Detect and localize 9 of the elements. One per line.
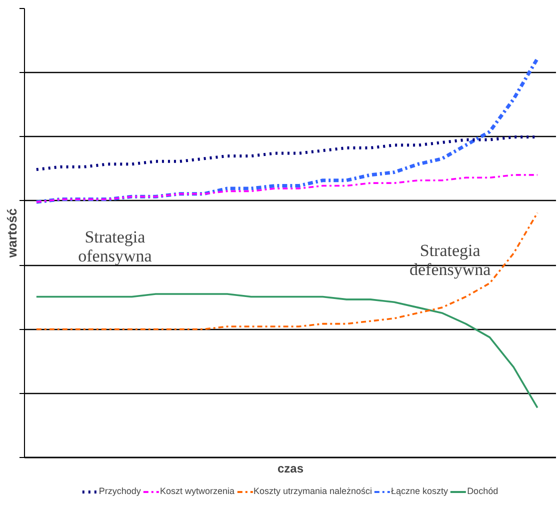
annotation: Strategia ofensywna [78,227,152,266]
annotation: Strategia defensywna [410,240,492,279]
legend-label: Koszt wytworzenia [160,486,234,496]
legend-label: Koszty utrzymania należności [253,486,372,496]
legend-label: Przychody [98,486,141,496]
y-axis-title: wartość [4,208,20,259]
x-axis-title: czas [277,462,304,476]
legend-label: Łączne koszty [391,486,448,496]
legend-label: Dochód [467,486,498,496]
